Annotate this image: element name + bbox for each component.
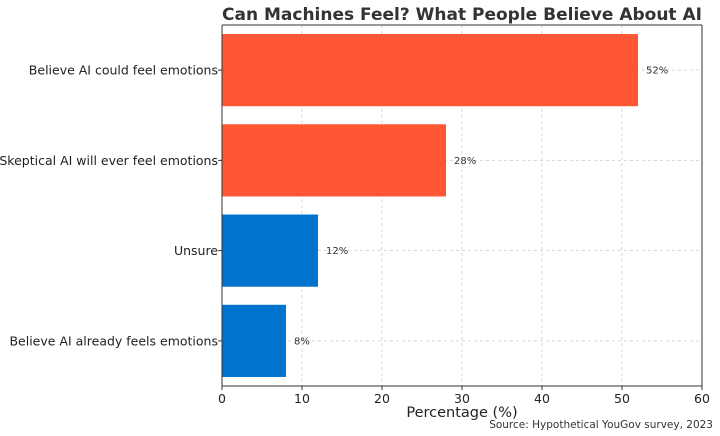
x-tick-label: 20 (374, 391, 390, 406)
category-label: Skeptical AI will ever feel emotions (0, 153, 218, 168)
category-label: Believe AI could feel emotions (29, 63, 218, 78)
x-tick-label: 10 (294, 391, 310, 406)
chart-title: Can Machines Feel? What People Believe A… (222, 5, 702, 25)
x-tick-label: 30 (454, 391, 470, 406)
data-labels: 52% 28% 12% 8% (294, 66, 668, 348)
x-tick-label: 0 (218, 391, 226, 406)
bar (222, 124, 446, 197)
category-label: Believe AI already feels emotions (9, 333, 218, 348)
bar (222, 34, 638, 107)
x-tick-label: 60 (694, 391, 710, 406)
data-label: 28% (454, 156, 476, 167)
x-tick-label: 50 (614, 391, 630, 406)
category-label: Unsure (174, 243, 218, 258)
data-label: 12% (326, 246, 348, 257)
source-note: Source: Hypothetical YouGov survey, 2023 (489, 419, 713, 431)
data-label: 52% (646, 66, 668, 77)
bars (222, 34, 638, 377)
bar (222, 304, 286, 377)
category-labels: Believe AI could feel emotions Skeptical … (0, 63, 218, 349)
axes: 0 10 20 30 40 50 60 (218, 24, 710, 406)
data-label: 8% (294, 336, 310, 347)
x-tick-label: 40 (534, 391, 550, 406)
x-axis-title: Percentage (%) (406, 405, 517, 421)
bar (222, 214, 318, 287)
